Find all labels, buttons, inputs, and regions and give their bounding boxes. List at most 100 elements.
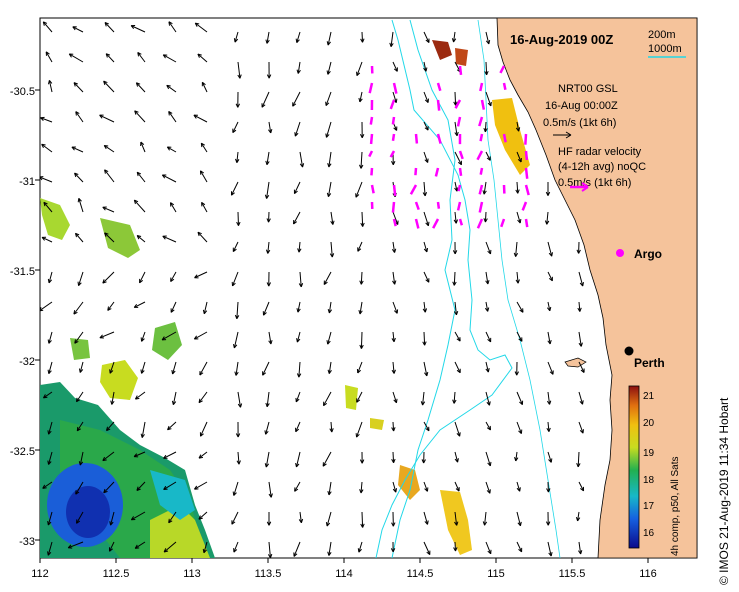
current-arrow <box>578 271 584 287</box>
current-arrow <box>235 151 240 163</box>
current-arrow <box>47 421 53 435</box>
current-arrow <box>77 197 84 213</box>
current-arrow <box>137 52 146 63</box>
current-arrow <box>235 91 241 108</box>
current-arrow <box>232 331 239 349</box>
current-arrow <box>391 451 396 464</box>
current-arrow <box>136 481 146 491</box>
x-tick-label: 112.5 <box>103 568 130 580</box>
radar-arrow <box>457 184 462 192</box>
radar-arrow <box>434 167 440 177</box>
current-arrow <box>71 146 84 153</box>
current-arrow <box>47 541 53 556</box>
current-arrow <box>264 451 270 468</box>
current-arrow <box>513 241 519 257</box>
current-arrow <box>515 271 520 284</box>
y-tick-label: -33 <box>19 536 35 548</box>
sst-yellow-edge <box>150 505 210 558</box>
current-arrow <box>170 301 177 313</box>
colorbar-label: 4h comp, p50, All Sats <box>670 456 681 556</box>
current-arrow <box>516 331 523 342</box>
sst-patch-nw2 <box>100 218 140 258</box>
current-arrow <box>422 301 428 313</box>
isobath-200m-label: 200m <box>648 29 676 41</box>
current-arrow <box>167 421 177 431</box>
colorbar-ticks: 21 20 19 18 17 16 <box>643 391 655 539</box>
current-arrow <box>359 121 365 139</box>
sst-deep-blue <box>66 486 110 538</box>
current-arrow <box>130 511 146 521</box>
radar-arrow <box>458 150 464 160</box>
colorbar-tick: 20 <box>643 418 655 429</box>
current-arrow <box>236 451 241 465</box>
radar-arrow <box>524 218 529 228</box>
radar-arrow <box>476 218 484 229</box>
radar-arrow <box>436 82 442 92</box>
radar-arrow <box>391 116 396 125</box>
current-arrow <box>578 361 585 373</box>
current-arrow <box>358 301 363 315</box>
colorbar-gradient <box>628 385 640 549</box>
current-arrow <box>391 331 396 343</box>
current-arrow <box>105 421 115 432</box>
current-arrow <box>266 211 271 223</box>
current-arrow <box>237 391 243 408</box>
current-arrow <box>515 121 521 132</box>
current-arrow <box>42 481 53 489</box>
axis-tick-marks <box>35 89 649 563</box>
current-arrow <box>264 181 270 199</box>
current-arrow <box>140 331 146 342</box>
current-arrow <box>323 391 332 407</box>
current-arrow <box>140 421 146 438</box>
radar-arrow <box>389 99 396 110</box>
current-arrow <box>41 236 53 243</box>
current-arrow <box>391 511 396 527</box>
current-arrow <box>104 169 115 183</box>
current-arrow <box>357 241 363 252</box>
sst-patch-mid4 <box>370 418 384 430</box>
current-arrow <box>485 331 492 343</box>
current-arrow <box>168 511 177 524</box>
isobath-1000m-label: 1000m <box>648 43 682 55</box>
current-arrow <box>485 31 491 45</box>
radar-arrow <box>500 218 506 228</box>
current-arrow <box>454 121 459 137</box>
current-arrow <box>193 114 208 123</box>
current-arrow <box>166 146 177 153</box>
current-arrow <box>485 451 492 467</box>
current-arrow <box>194 22 208 33</box>
current-arrow <box>40 301 53 312</box>
current-arrow <box>266 511 272 526</box>
current-arrow <box>516 151 522 163</box>
legend-radar-title: HF radar velocity <box>558 146 642 158</box>
radar-arrow <box>524 167 529 179</box>
current-arrow <box>166 84 177 93</box>
radar-arrow <box>368 150 374 158</box>
perth-label: Perth <box>634 356 665 370</box>
current-arrow <box>423 361 429 377</box>
current-arrow <box>202 541 208 554</box>
current-arrow <box>452 391 457 404</box>
current-arrow <box>140 361 146 374</box>
current-arrow <box>355 421 363 438</box>
current-arrow <box>359 151 364 169</box>
current-arrow <box>452 241 458 255</box>
current-arrow <box>454 361 461 374</box>
current-arrow <box>547 271 553 282</box>
current-arrow <box>327 541 332 556</box>
current-arrow <box>295 451 301 468</box>
radar-arrow <box>479 82 484 92</box>
current-arrow <box>171 361 177 375</box>
current-arrow <box>102 451 115 462</box>
current-arrow <box>485 481 491 494</box>
sst-patch-north <box>432 40 452 60</box>
current-arrow <box>194 271 208 279</box>
radar-arrow <box>480 99 486 110</box>
current-arrow <box>389 31 394 47</box>
current-arrow <box>162 54 177 63</box>
current-arrow <box>75 391 84 403</box>
legend-radar-arrow <box>570 182 589 192</box>
current-arrow <box>454 331 461 342</box>
current-arrow <box>547 331 552 345</box>
